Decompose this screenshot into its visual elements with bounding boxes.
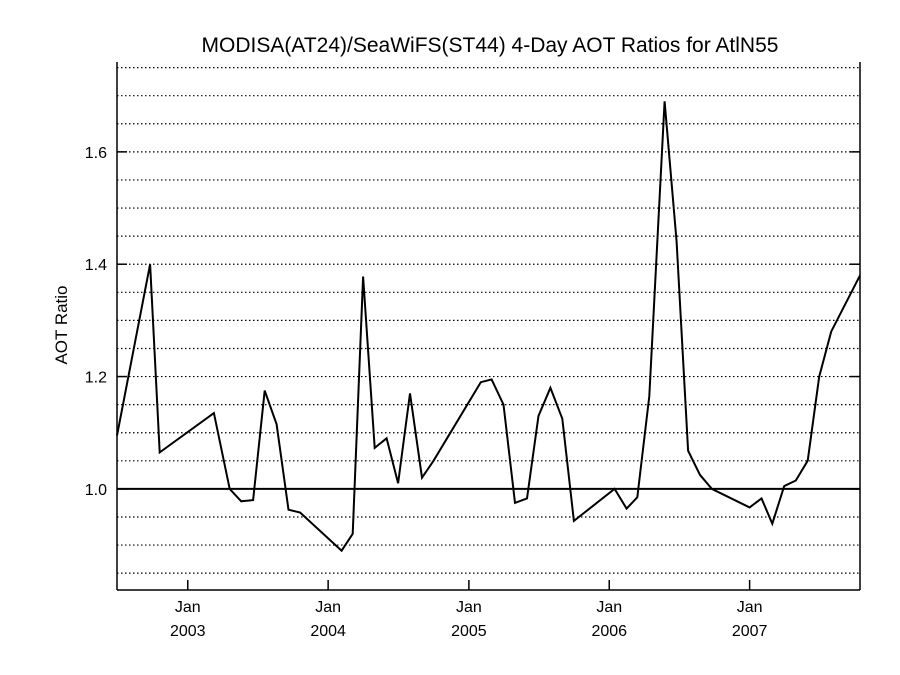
x-tick-label-month: Jan: [175, 599, 201, 616]
x-tick-label-year: 2007: [732, 623, 768, 640]
x-tick-label-month: Jan: [315, 599, 341, 616]
x-tick-label-year: 2005: [451, 623, 487, 640]
series-line: [116, 101, 861, 553]
x-tick-label-year: 2006: [591, 623, 627, 640]
x-tick-label-month: Jan: [456, 599, 482, 616]
x-tick-label-year: 2003: [170, 623, 206, 640]
x-axis-ticks: Jan 2003 Jan 2004 Jan 2005 Jan 2006 Jan 2007: [170, 580, 768, 640]
axes: [116, 62, 861, 591]
chart-title: MODISA(AT24)/SeaWiFS(ST44) 4-Day AOT Rat…: [202, 34, 779, 57]
x-tick-label-month: Jan: [596, 599, 622, 616]
x-tick-label-month: Jan: [737, 599, 763, 616]
y-tick-label: 1.4: [85, 257, 107, 274]
y-tick-label: 1.6: [85, 145, 107, 162]
grid-lines: [117, 67, 860, 574]
series-group: [116, 101, 861, 553]
y-axis-label: AOT Ratio: [52, 285, 71, 364]
y-tick-label: 1.2: [85, 370, 107, 387]
y-axis-ticks: 1.0 1.2 1.4 1.6: [85, 145, 860, 499]
y-tick-label: 1.0: [85, 482, 107, 499]
x-tick-label-year: 2004: [310, 623, 346, 640]
